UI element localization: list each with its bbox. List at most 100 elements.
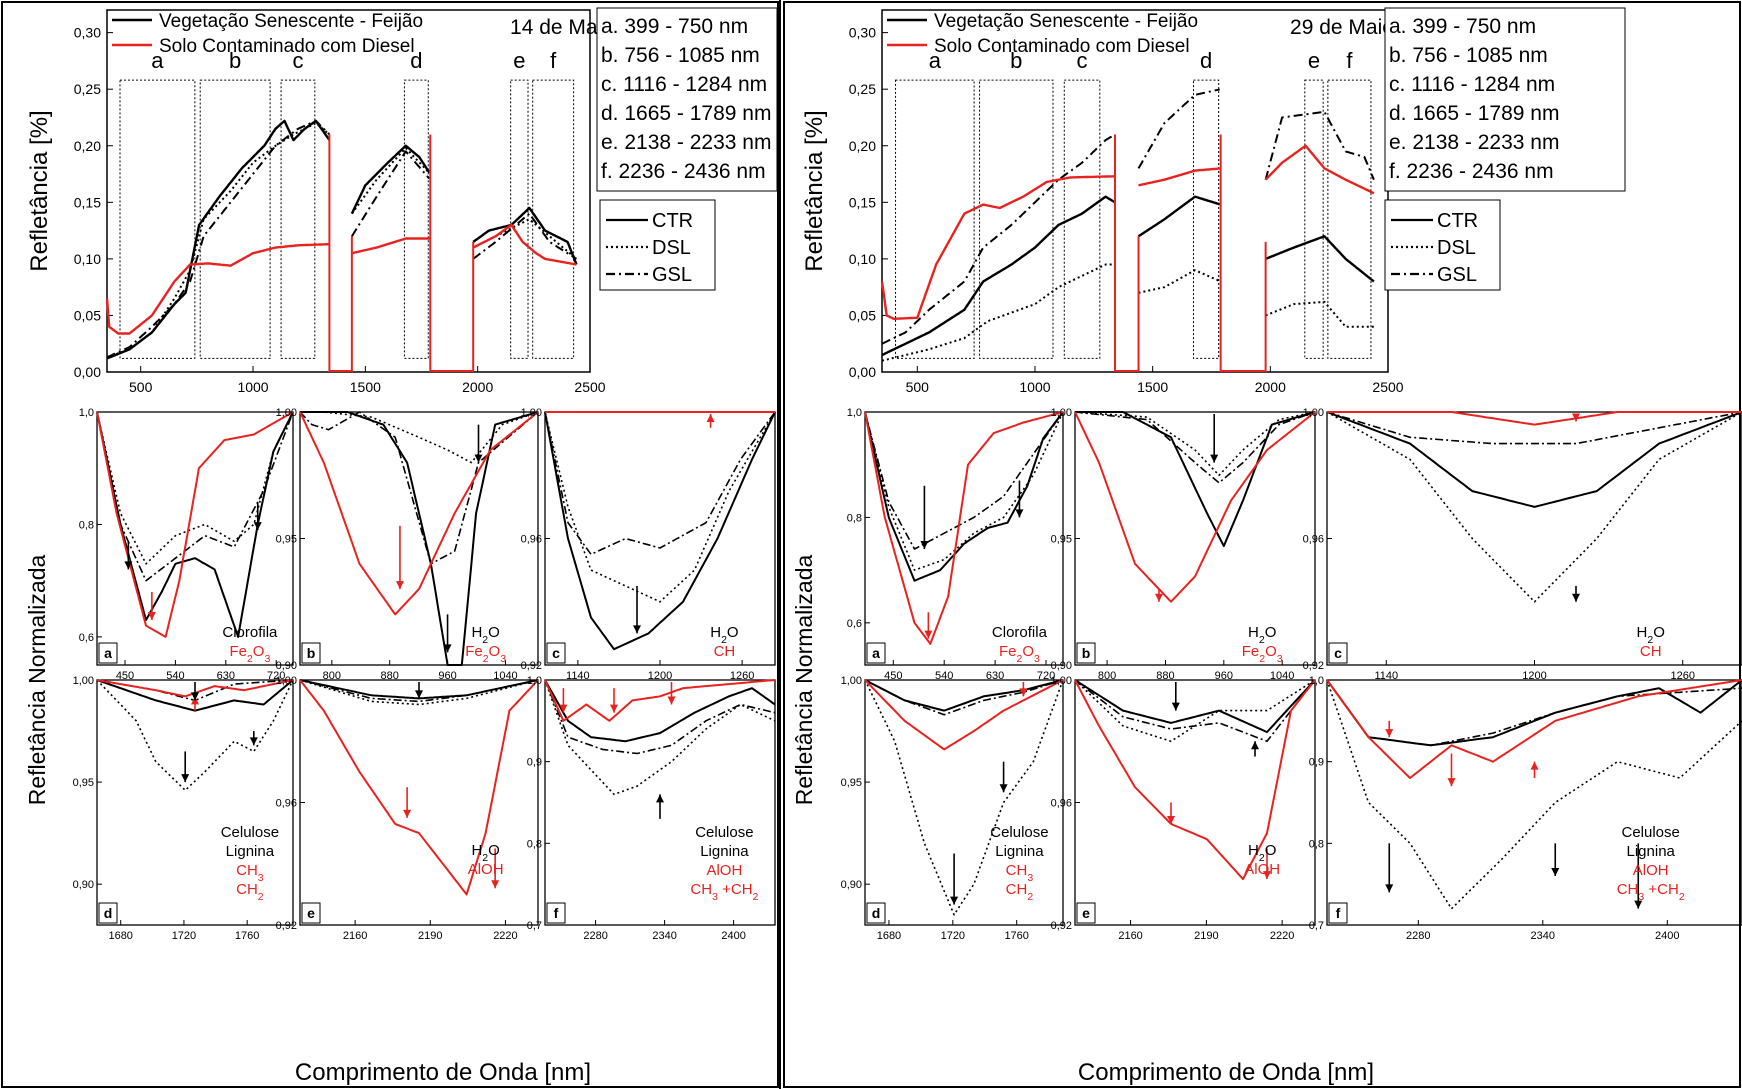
dsl-line bbox=[1326, 411, 1742, 603]
gsl-line bbox=[544, 679, 776, 755]
soil-line bbox=[105, 243, 330, 335]
xtick-label: 1140 bbox=[566, 670, 590, 682]
annotation-red: AlOH bbox=[706, 862, 742, 879]
xtick-label: 1200 bbox=[648, 670, 672, 682]
ytick-label: 1,00 bbox=[1051, 407, 1072, 419]
dsl-line bbox=[299, 679, 539, 706]
ytick-label: 0,9 bbox=[527, 757, 542, 769]
xtick-label: 1200 bbox=[1522, 670, 1546, 682]
gsl-line bbox=[881, 133, 1116, 345]
legend-soil-label: Solo Contaminado com Diesel bbox=[159, 36, 415, 57]
gsl-line bbox=[544, 411, 776, 556]
ytick-label: 0,90 bbox=[276, 660, 297, 672]
arrow-head bbox=[443, 644, 452, 653]
soil-line bbox=[1074, 679, 1316, 881]
arrow-head bbox=[415, 690, 423, 699]
ytick-label: 1,00 bbox=[276, 407, 297, 419]
arrow-head bbox=[491, 880, 500, 889]
dsl-line bbox=[106, 122, 331, 359]
arrow-head bbox=[1015, 509, 1024, 518]
xtick-label: 2190 bbox=[1194, 930, 1218, 942]
arrow-head bbox=[395, 581, 404, 590]
ytick-label: 0,96 bbox=[521, 534, 542, 546]
ytick-label: 0,96 bbox=[276, 798, 297, 810]
band-box-f bbox=[1327, 79, 1372, 359]
soil-line bbox=[864, 679, 1064, 751]
band-box-a bbox=[119, 79, 196, 359]
left-frame bbox=[1, 1, 779, 1088]
band-letter: e bbox=[513, 48, 525, 73]
small-axes-box bbox=[299, 411, 539, 666]
gsl-line bbox=[1326, 411, 1742, 445]
xtick-label: 540 bbox=[166, 670, 184, 682]
ytick-label: 0,15 bbox=[74, 194, 101, 210]
arrow-head bbox=[1210, 454, 1219, 463]
ctr-line bbox=[881, 195, 1116, 357]
band-letter: b bbox=[229, 48, 241, 73]
ytick-label: 0,30 bbox=[849, 25, 876, 41]
xtick-label: 1140 bbox=[1374, 670, 1398, 682]
treatment-label: DSL bbox=[1437, 237, 1476, 259]
arrow-head bbox=[181, 774, 190, 783]
arrow-head bbox=[1385, 729, 1394, 738]
band-letter: d bbox=[410, 48, 422, 73]
panel-letter-box bbox=[866, 642, 886, 664]
band-list-item: b. 756 - 1085 nm bbox=[601, 44, 760, 67]
band-box-d bbox=[1192, 79, 1220, 359]
ytick-label: 0,90 bbox=[1051, 660, 1072, 672]
soil-line bbox=[1138, 167, 1220, 187]
ytick-label: 1,0 bbox=[79, 407, 94, 419]
gsl-line bbox=[864, 411, 1064, 550]
xtick-label: 1040 bbox=[1270, 670, 1294, 682]
annotation-black: H2O bbox=[471, 842, 499, 864]
xtick-label: 880 bbox=[1156, 670, 1174, 682]
annotation-red: Fe2O3 bbox=[999, 643, 1040, 665]
arrow-head bbox=[1167, 815, 1175, 824]
ctr-line bbox=[1265, 235, 1375, 283]
gsl-line bbox=[472, 212, 578, 260]
ytick-label: 0,05 bbox=[74, 307, 101, 323]
band-list-item: e. 2138 - 2233 nm bbox=[601, 131, 771, 154]
arrow-head bbox=[249, 737, 258, 746]
annotation-red: Fe2O3 bbox=[465, 643, 506, 665]
band-box-c bbox=[280, 79, 316, 359]
panel-letter: e bbox=[1082, 905, 1090, 921]
annotation-black: Lignina bbox=[226, 843, 275, 860]
annotation-red: CH bbox=[714, 643, 736, 660]
band-letter: e bbox=[1308, 48, 1320, 73]
annotation-red: Fe2O3 bbox=[1242, 643, 1283, 665]
xtick-label: 1680 bbox=[877, 930, 901, 942]
annotation-red: CH3 +CH2 bbox=[690, 881, 758, 903]
arrow-head bbox=[1572, 413, 1580, 422]
arrow-head bbox=[1634, 900, 1643, 909]
xtick-label: 2340 bbox=[652, 930, 676, 942]
band-list-item: c. 1116 - 1284 nm bbox=[1389, 73, 1555, 96]
arrow-head bbox=[610, 704, 618, 713]
dsl-line bbox=[1326, 679, 1742, 910]
ctr-line bbox=[472, 206, 578, 265]
arrow-head bbox=[559, 704, 568, 713]
soil-line bbox=[1327, 411, 1742, 426]
dsl-line bbox=[1265, 300, 1374, 328]
xtick-label: 1760 bbox=[235, 930, 259, 942]
small-axes-box bbox=[864, 679, 1064, 926]
band-letter: f bbox=[550, 48, 557, 73]
panel-letter: b bbox=[307, 645, 316, 661]
ytick-label: 0,10 bbox=[849, 251, 876, 267]
band-list-item: c. 1116 - 1284 nm bbox=[601, 73, 767, 96]
gsl-line bbox=[1264, 110, 1375, 181]
xtick-label: 1720 bbox=[941, 930, 965, 942]
xtick-label: 2280 bbox=[583, 930, 607, 942]
legend-soil-label: Solo Contaminado com Diesel bbox=[934, 36, 1190, 57]
xtick-label: 2190 bbox=[418, 930, 442, 942]
ytick-label: 0,7 bbox=[527, 920, 542, 932]
dsl-line bbox=[96, 679, 294, 792]
xtick-label: 1260 bbox=[1670, 670, 1694, 682]
xtick-label: 630 bbox=[986, 670, 1004, 682]
arrow-head bbox=[920, 541, 929, 550]
dsl-line bbox=[864, 679, 1064, 916]
dsl-line bbox=[544, 679, 776, 796]
band-letter: c bbox=[292, 48, 303, 73]
annotation-black: H2O bbox=[1248, 842, 1276, 864]
soil-line bbox=[472, 223, 577, 266]
